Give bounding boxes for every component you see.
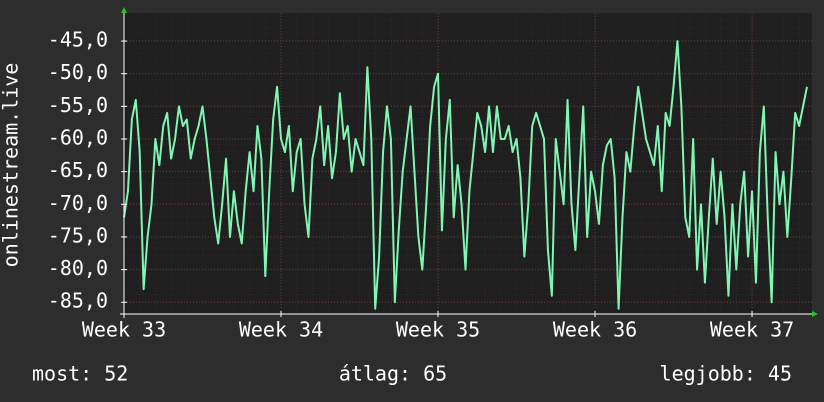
y-tick-label: -55,0 — [48, 93, 108, 117]
y-axis-label: onlinestream.live — [0, 63, 23, 268]
x-axis-arrow — [812, 311, 818, 317]
data-line — [123, 40, 808, 310]
y-axis-arrow — [121, 7, 127, 13]
y-tick-label: -45,0 — [48, 28, 108, 52]
stat-current: most: 52 — [32, 362, 128, 386]
x-tick-label: Week 34 — [239, 318, 323, 342]
y-tick-label: -50,0 — [48, 60, 108, 84]
series — [123, 40, 808, 310]
y-tick-label: -75,0 — [48, 223, 108, 247]
stat-best: legjobb: 45 — [660, 362, 792, 386]
grid — [123, 13, 812, 314]
y-tick-label: -70,0 — [48, 191, 108, 215]
y-tick-label: -65,0 — [48, 158, 108, 182]
x-tick-label: Week 33 — [82, 318, 166, 342]
stat-average: átlag: 65 — [339, 362, 447, 386]
y-tick-label: -80,0 — [48, 256, 108, 280]
y-tick-label: -85,0 — [48, 289, 108, 313]
x-tick-label: Week 36 — [553, 318, 637, 342]
x-tick-label: Week 35 — [396, 318, 480, 342]
x-tick-label: Week 37 — [710, 318, 794, 342]
y-tick-label: -60,0 — [48, 126, 108, 150]
